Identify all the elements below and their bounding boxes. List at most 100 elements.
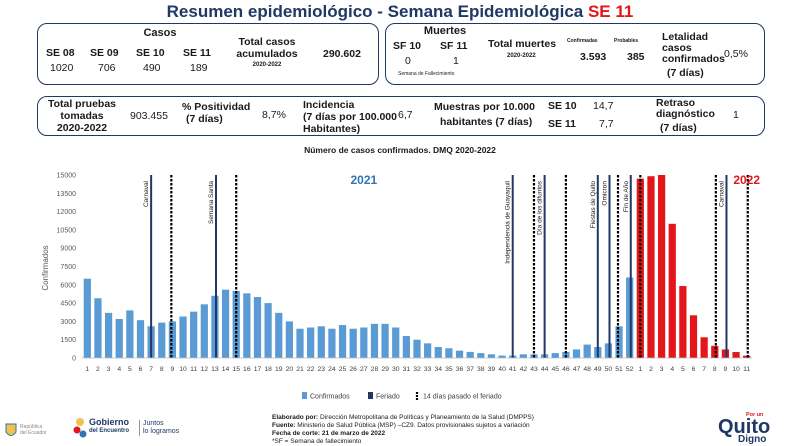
deaths-sf10-value: 0	[405, 55, 411, 67]
legend-label: Feriado	[376, 394, 400, 401]
deaths-lethality-sub: (7 días)	[667, 67, 704, 79]
x-tick-label: 16	[243, 366, 251, 373]
tests-samples-label-2: habitantes (7 días)	[440, 116, 533, 128]
bar-2022	[679, 286, 687, 358]
x-tick-label: 42	[520, 366, 528, 373]
x-tick-label: 25	[339, 366, 347, 373]
x-tick-label: 8	[160, 366, 164, 373]
x-tick-label: 38	[477, 366, 485, 373]
republica-ecuador-logo: República del Ecuador	[4, 420, 64, 442]
tests-positivity-label: % Positividad	[182, 101, 251, 113]
bar-2021	[275, 312, 283, 358]
bar-2021	[604, 343, 613, 358]
x-tick-label: 4	[670, 366, 674, 373]
bar-2021	[466, 351, 474, 358]
bar-2021	[392, 327, 400, 358]
deaths-sf11-label: SF 11	[440, 40, 468, 52]
bar-2022	[721, 349, 730, 358]
tests-total-label-2: tomadas	[60, 110, 104, 122]
deaths-box	[385, 23, 765, 85]
bar-2021	[200, 304, 208, 358]
tests-incidence-sub: (7 días por 100.000 Habitantes)	[303, 111, 397, 135]
x-tick-label: 9	[724, 366, 728, 373]
x-tick-label: 1	[638, 366, 642, 373]
x-tick-label: 51	[615, 366, 623, 373]
x-tick-label: 8	[713, 366, 717, 373]
bar-2021	[158, 322, 166, 358]
bar-2021	[445, 348, 453, 358]
bar-2021	[264, 303, 272, 358]
deaths-total-label: Total muertes	[488, 38, 557, 50]
legend-swatch	[368, 392, 373, 399]
legend-swatch	[302, 392, 307, 399]
x-tick-label: 33	[424, 366, 432, 373]
x-tick-label: 29	[381, 366, 389, 373]
year-label: 2022	[733, 173, 760, 187]
bar-2021	[243, 293, 251, 358]
holiday-label: Semana Santa	[208, 181, 215, 224]
x-tick-label: 1	[85, 366, 89, 373]
bar-2021	[370, 323, 379, 358]
bar-2021	[381, 323, 389, 358]
tests-delay-sub: (7 días)	[660, 122, 697, 134]
holiday-label: Carnaval	[718, 180, 725, 207]
x-tick-label: 43	[530, 366, 538, 373]
deaths-probable-label: Probables	[614, 38, 639, 44]
bar-2021	[562, 351, 570, 358]
bar-2022	[647, 176, 655, 358]
cases-bar-chart: Número de casos confirmados. DMQ 2020-20…	[41, 145, 760, 401]
bar-2021	[296, 328, 304, 358]
y-tick-label: 4500	[60, 301, 76, 308]
x-tick-label: 34	[434, 366, 442, 373]
holiday-label: Fin de Año	[623, 181, 630, 212]
cases-title: Casos	[143, 27, 177, 39]
holiday-label: Omicron	[601, 181, 608, 206]
x-tick-label: 28	[371, 366, 379, 373]
tests-total-sub: 2020-2022	[56, 122, 108, 134]
cases-se10-label: SE 10	[136, 47, 165, 59]
cases-se09-label: SE 09	[90, 47, 119, 59]
x-tick-label: 15	[232, 366, 240, 373]
cases-se11-value: 189	[190, 62, 208, 74]
x-tick-label: 22	[307, 366, 315, 373]
tests-incidence-value: 6,7	[398, 109, 413, 121]
bar-2021	[115, 318, 123, 358]
tests-positivity-value: 8,7%	[262, 109, 286, 121]
quito-digno-logo: Por un Quito Digno	[718, 412, 771, 445]
bar-2021	[626, 277, 634, 358]
x-tick-label: 6	[139, 366, 143, 373]
x-tick-label: 10	[732, 366, 740, 373]
bar-2021	[583, 344, 591, 358]
x-tick-label: 7	[702, 366, 706, 373]
tests-samples-se10-label: SE 10	[548, 100, 577, 112]
chart-title: Número de casos confirmados. DMQ 2020-20…	[304, 145, 496, 155]
cases-total-value: 290.602	[323, 48, 361, 60]
bar-2021	[136, 320, 145, 358]
bar-2021	[360, 327, 368, 358]
x-tick-label: 32	[413, 366, 421, 373]
x-tick-label: 50	[605, 366, 613, 373]
deaths-lethality-label: Letalidad casos confirmados	[662, 31, 726, 65]
tests-samples-label-1: Muestras por 10.000	[434, 101, 535, 113]
deaths-sf10-label: SF 10	[393, 40, 422, 52]
x-tick-label: 26	[349, 366, 357, 373]
x-tick-label: 11	[190, 366, 197, 373]
bar-2021	[572, 349, 581, 358]
bar-2021	[94, 298, 102, 358]
holiday-label: Día de los difuntos	[537, 180, 544, 235]
x-tick-label: 46	[562, 366, 570, 373]
x-tick-label: 20	[286, 366, 294, 373]
x-tick-label: 27	[360, 366, 368, 373]
y-tick-label: 6000	[60, 282, 76, 289]
x-tick-label: 4	[117, 366, 121, 373]
deaths-lethality-value: 0,5%	[724, 48, 748, 60]
cases-total-sub: 2020-2022	[252, 62, 282, 68]
x-tick-label: 44	[541, 366, 549, 373]
tests-total-label-1: Total pruebas	[47, 98, 117, 110]
cases-se09-value: 706	[98, 62, 116, 74]
x-tick-label: 36	[456, 366, 464, 373]
bar-2021	[104, 312, 113, 358]
gobierno-encuentro-logo: Gobierno del Encuentro Juntos lo logramos	[72, 414, 192, 444]
page-title: Resumen epidemiológico - Semana Epidemio…	[166, 2, 634, 21]
x-tick-label: 7	[149, 366, 153, 373]
